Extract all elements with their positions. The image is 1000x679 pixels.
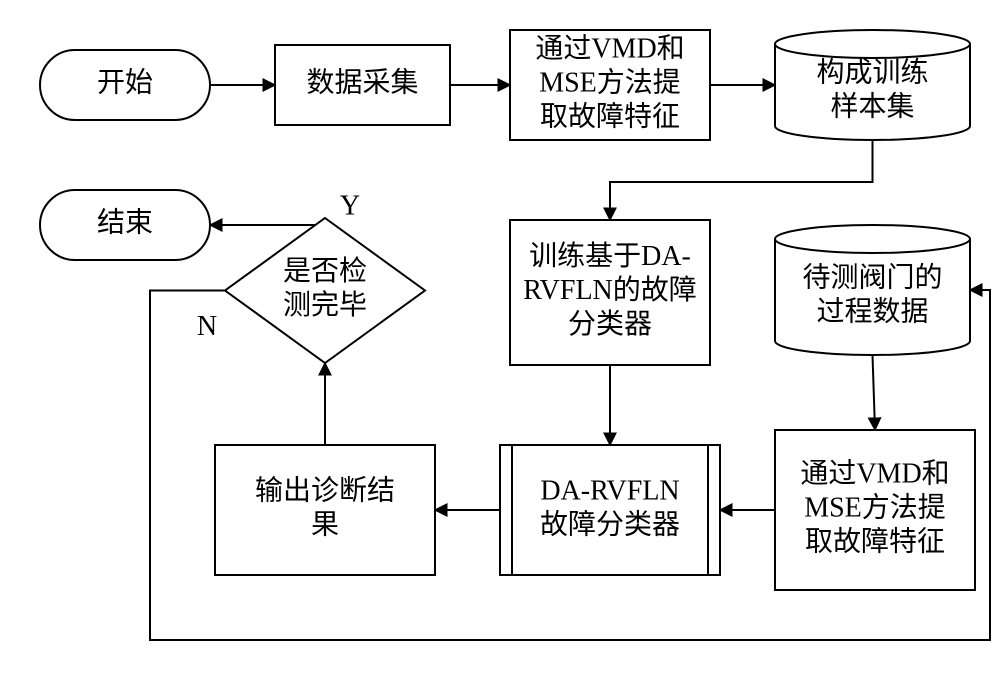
svg-text:果: 果 <box>311 509 339 540</box>
svg-text:取故障特征: 取故障特征 <box>805 525 945 557</box>
node-testdata: 待测阀门的过程数据 <box>775 225 970 355</box>
svg-text:结束: 结束 <box>97 206 153 238</box>
svg-text:待测阀门的: 待测阀门的 <box>802 261 942 293</box>
svg-text:分类器: 分类器 <box>568 308 652 340</box>
edge-decision-end <box>210 218 325 225</box>
svg-text:RVFLN的故障: RVFLN的故障 <box>523 274 697 306</box>
svg-text:构成训练: 构成训练 <box>816 56 928 88</box>
svg-text:取故障特征: 取故障特征 <box>540 100 680 132</box>
edge-testdata-extract2 <box>873 355 876 430</box>
svg-text:DA-RVFLN: DA-RVFLN <box>540 475 679 506</box>
node-end: 结束 <box>40 190 210 260</box>
node-extract2: 通过VMD和MSE方法提取故障特征 <box>775 430 975 590</box>
label-n: N <box>197 311 217 342</box>
svg-text:开始: 开始 <box>97 66 153 98</box>
node-trainset: 构成训练样本集 <box>775 30 970 140</box>
svg-text:通过VMD和: 通过VMD和 <box>535 32 684 64</box>
svg-text:输出诊断结: 输出诊断结 <box>255 474 395 506</box>
node-decision: 是否检测完毕 <box>225 218 425 363</box>
flowchart-canvas: YN开始数据采集通过VMD和MSE方法提取故障特征构成训练样本集结束训练基于DA… <box>0 0 1000 679</box>
svg-text:样本集: 样本集 <box>830 90 914 122</box>
node-output: 输出诊断结果 <box>215 445 435 575</box>
svg-text:过程数据: 过程数据 <box>816 295 928 327</box>
svg-text:通过VMD和: 通过VMD和 <box>800 457 949 489</box>
node-collect: 数据采集 <box>275 45 450 125</box>
node-classifier: DA-RVFLN故障分类器 <box>500 445 720 575</box>
edge-trainset-train <box>610 140 873 220</box>
node-train: 训练基于DA-RVFLN的故障分类器 <box>510 220 710 365</box>
svg-text:MSE方法提: MSE方法提 <box>539 66 681 98</box>
svg-text:数据采集: 数据采集 <box>306 66 418 98</box>
svg-text:是否检: 是否检 <box>283 255 367 287</box>
svg-text:故障分类器: 故障分类器 <box>540 508 680 540</box>
svg-text:测完毕: 测完毕 <box>283 289 367 321</box>
svg-text:训练基于DA-: 训练基于DA- <box>529 240 691 272</box>
node-extract1: 通过VMD和MSE方法提取故障特征 <box>510 30 710 140</box>
label-y: Y <box>340 190 360 221</box>
svg-text:MSE方法提: MSE方法提 <box>804 491 946 523</box>
node-start: 开始 <box>40 50 210 120</box>
